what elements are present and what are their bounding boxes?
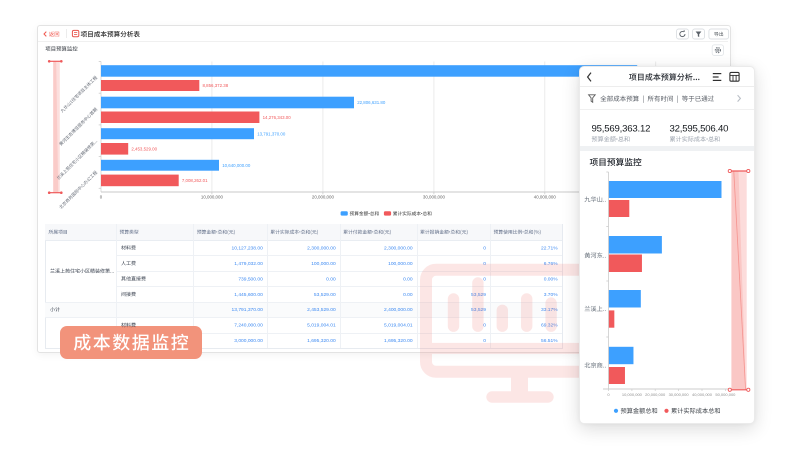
svg-text:7,008,262.01: 7,008,262.01 — [182, 178, 208, 183]
svg-text:5,019,004.01: 5,019,004.01 — [307, 323, 336, 329]
svg-text:1,695,320.00: 1,695,320.00 — [384, 338, 413, 344]
svg-text:20,000,000: 20,000,000 — [312, 194, 335, 199]
svg-text:95,569,363.12: 95,569,363.12 — [592, 124, 651, 135]
svg-text:22.71%: 22.71% — [541, 245, 558, 251]
svg-text:53,529: 53,529 — [471, 292, 486, 298]
svg-text:22,806,631.80: 22,806,631.80 — [357, 100, 386, 105]
svg-text:0: 0 — [607, 392, 610, 397]
svg-text:5,019,004.01: 5,019,004.01 — [384, 323, 413, 329]
svg-text:32,595,506.40: 32,595,506.40 — [670, 124, 729, 135]
svg-text:13,791,370.00: 13,791,370.00 — [232, 307, 264, 313]
svg-text:0.00: 0.00 — [403, 276, 413, 282]
svg-text:0: 0 — [483, 323, 486, 329]
svg-text:53,529: 53,529 — [471, 307, 486, 313]
svg-text:7,240,000.00: 7,240,000.00 — [234, 323, 263, 329]
svg-text:10,000,000: 10,000,000 — [201, 194, 224, 199]
svg-text:40,000,000: 40,000,000 — [692, 392, 713, 397]
svg-text:20,000,000: 20,000,000 — [645, 392, 666, 397]
svg-text:1,479,032.00: 1,479,032.00 — [234, 261, 263, 267]
svg-text:33.17%: 33.17% — [541, 307, 558, 313]
svg-text:0: 0 — [483, 245, 486, 251]
svg-text:10,640,000.00: 10,640,000.00 — [222, 163, 251, 168]
svg-text:0.00%: 0.00% — [544, 276, 559, 282]
svg-text:100,000.00: 100,000.00 — [311, 261, 336, 267]
svg-text:0.00: 0.00 — [403, 292, 413, 298]
svg-text:0: 0 — [483, 276, 486, 282]
svg-text:69.32%: 69.32% — [541, 323, 558, 329]
svg-text:1,695,320.00: 1,695,320.00 — [307, 338, 336, 344]
svg-text:2,453,529.00: 2,453,529.00 — [307, 307, 336, 313]
svg-text:0: 0 — [483, 338, 486, 344]
svg-text:6.76%: 6.76% — [544, 261, 559, 267]
svg-text:3,000,000.00: 3,000,000.00 — [234, 338, 263, 344]
svg-text:100,000.00: 100,000.00 — [388, 261, 413, 267]
svg-text:56.51%: 56.51% — [541, 338, 558, 344]
svg-text:10,000,000: 10,000,000 — [622, 392, 643, 397]
svg-text:0.00: 0.00 — [326, 276, 336, 282]
svg-text:1,445,600.00: 1,445,600.00 — [234, 292, 263, 298]
svg-text:2,300,000.00: 2,300,000.00 — [307, 245, 336, 251]
svg-text:14,276,343.00: 14,276,343.00 — [263, 115, 292, 120]
svg-text:40,000,000: 40,000,000 — [534, 194, 557, 199]
svg-text:8,856,372.38: 8,856,372.38 — [203, 83, 229, 88]
svg-text:0: 0 — [100, 194, 103, 199]
svg-text:0: 0 — [483, 261, 486, 267]
svg-text:50,000,000: 50,000,000 — [715, 392, 736, 397]
svg-text:53,529.00: 53,529.00 — [314, 292, 336, 298]
svg-text:13,791,370.00: 13,791,370.00 — [257, 131, 286, 136]
svg-text:2,453,529.00: 2,453,529.00 — [131, 146, 157, 151]
svg-text:10,127,238.00: 10,127,238.00 — [232, 245, 264, 251]
svg-text:2,300,000.00: 2,300,000.00 — [384, 245, 413, 251]
svg-text:739,500.00: 739,500.00 — [238, 276, 263, 282]
svg-text:3.70%: 3.70% — [544, 292, 559, 298]
svg-text:30,000,000: 30,000,000 — [423, 194, 446, 199]
svg-text:30,000,000: 30,000,000 — [669, 392, 690, 397]
svg-text:2,400,000.00: 2,400,000.00 — [384, 307, 413, 313]
